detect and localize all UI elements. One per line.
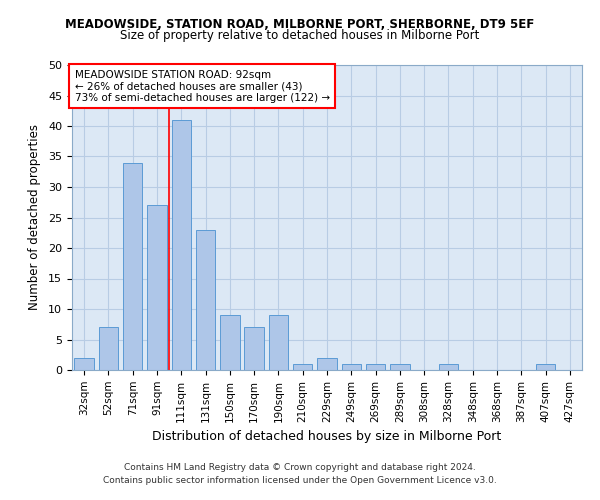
Bar — [220, 315, 239, 370]
Bar — [244, 328, 264, 370]
Bar — [147, 206, 167, 370]
Y-axis label: Number of detached properties: Number of detached properties — [28, 124, 41, 310]
Text: Contains HM Land Registry data © Crown copyright and database right 2024.: Contains HM Land Registry data © Crown c… — [124, 464, 476, 472]
Bar — [341, 364, 361, 370]
X-axis label: Distribution of detached houses by size in Milborne Port: Distribution of detached houses by size … — [152, 430, 502, 443]
Bar — [536, 364, 555, 370]
Text: Size of property relative to detached houses in Milborne Port: Size of property relative to detached ho… — [121, 29, 479, 42]
Text: Contains public sector information licensed under the Open Government Licence v3: Contains public sector information licen… — [103, 476, 497, 485]
Bar — [123, 162, 142, 370]
Bar — [366, 364, 385, 370]
Bar — [99, 328, 118, 370]
Bar — [196, 230, 215, 370]
Bar — [293, 364, 313, 370]
Bar — [317, 358, 337, 370]
Bar — [269, 315, 288, 370]
Text: MEADOWSIDE STATION ROAD: 92sqm
← 26% of detached houses are smaller (43)
73% of : MEADOWSIDE STATION ROAD: 92sqm ← 26% of … — [74, 70, 329, 103]
Bar — [74, 358, 94, 370]
Bar — [172, 120, 191, 370]
Text: MEADOWSIDE, STATION ROAD, MILBORNE PORT, SHERBORNE, DT9 5EF: MEADOWSIDE, STATION ROAD, MILBORNE PORT,… — [65, 18, 535, 30]
Bar — [390, 364, 410, 370]
Bar — [439, 364, 458, 370]
